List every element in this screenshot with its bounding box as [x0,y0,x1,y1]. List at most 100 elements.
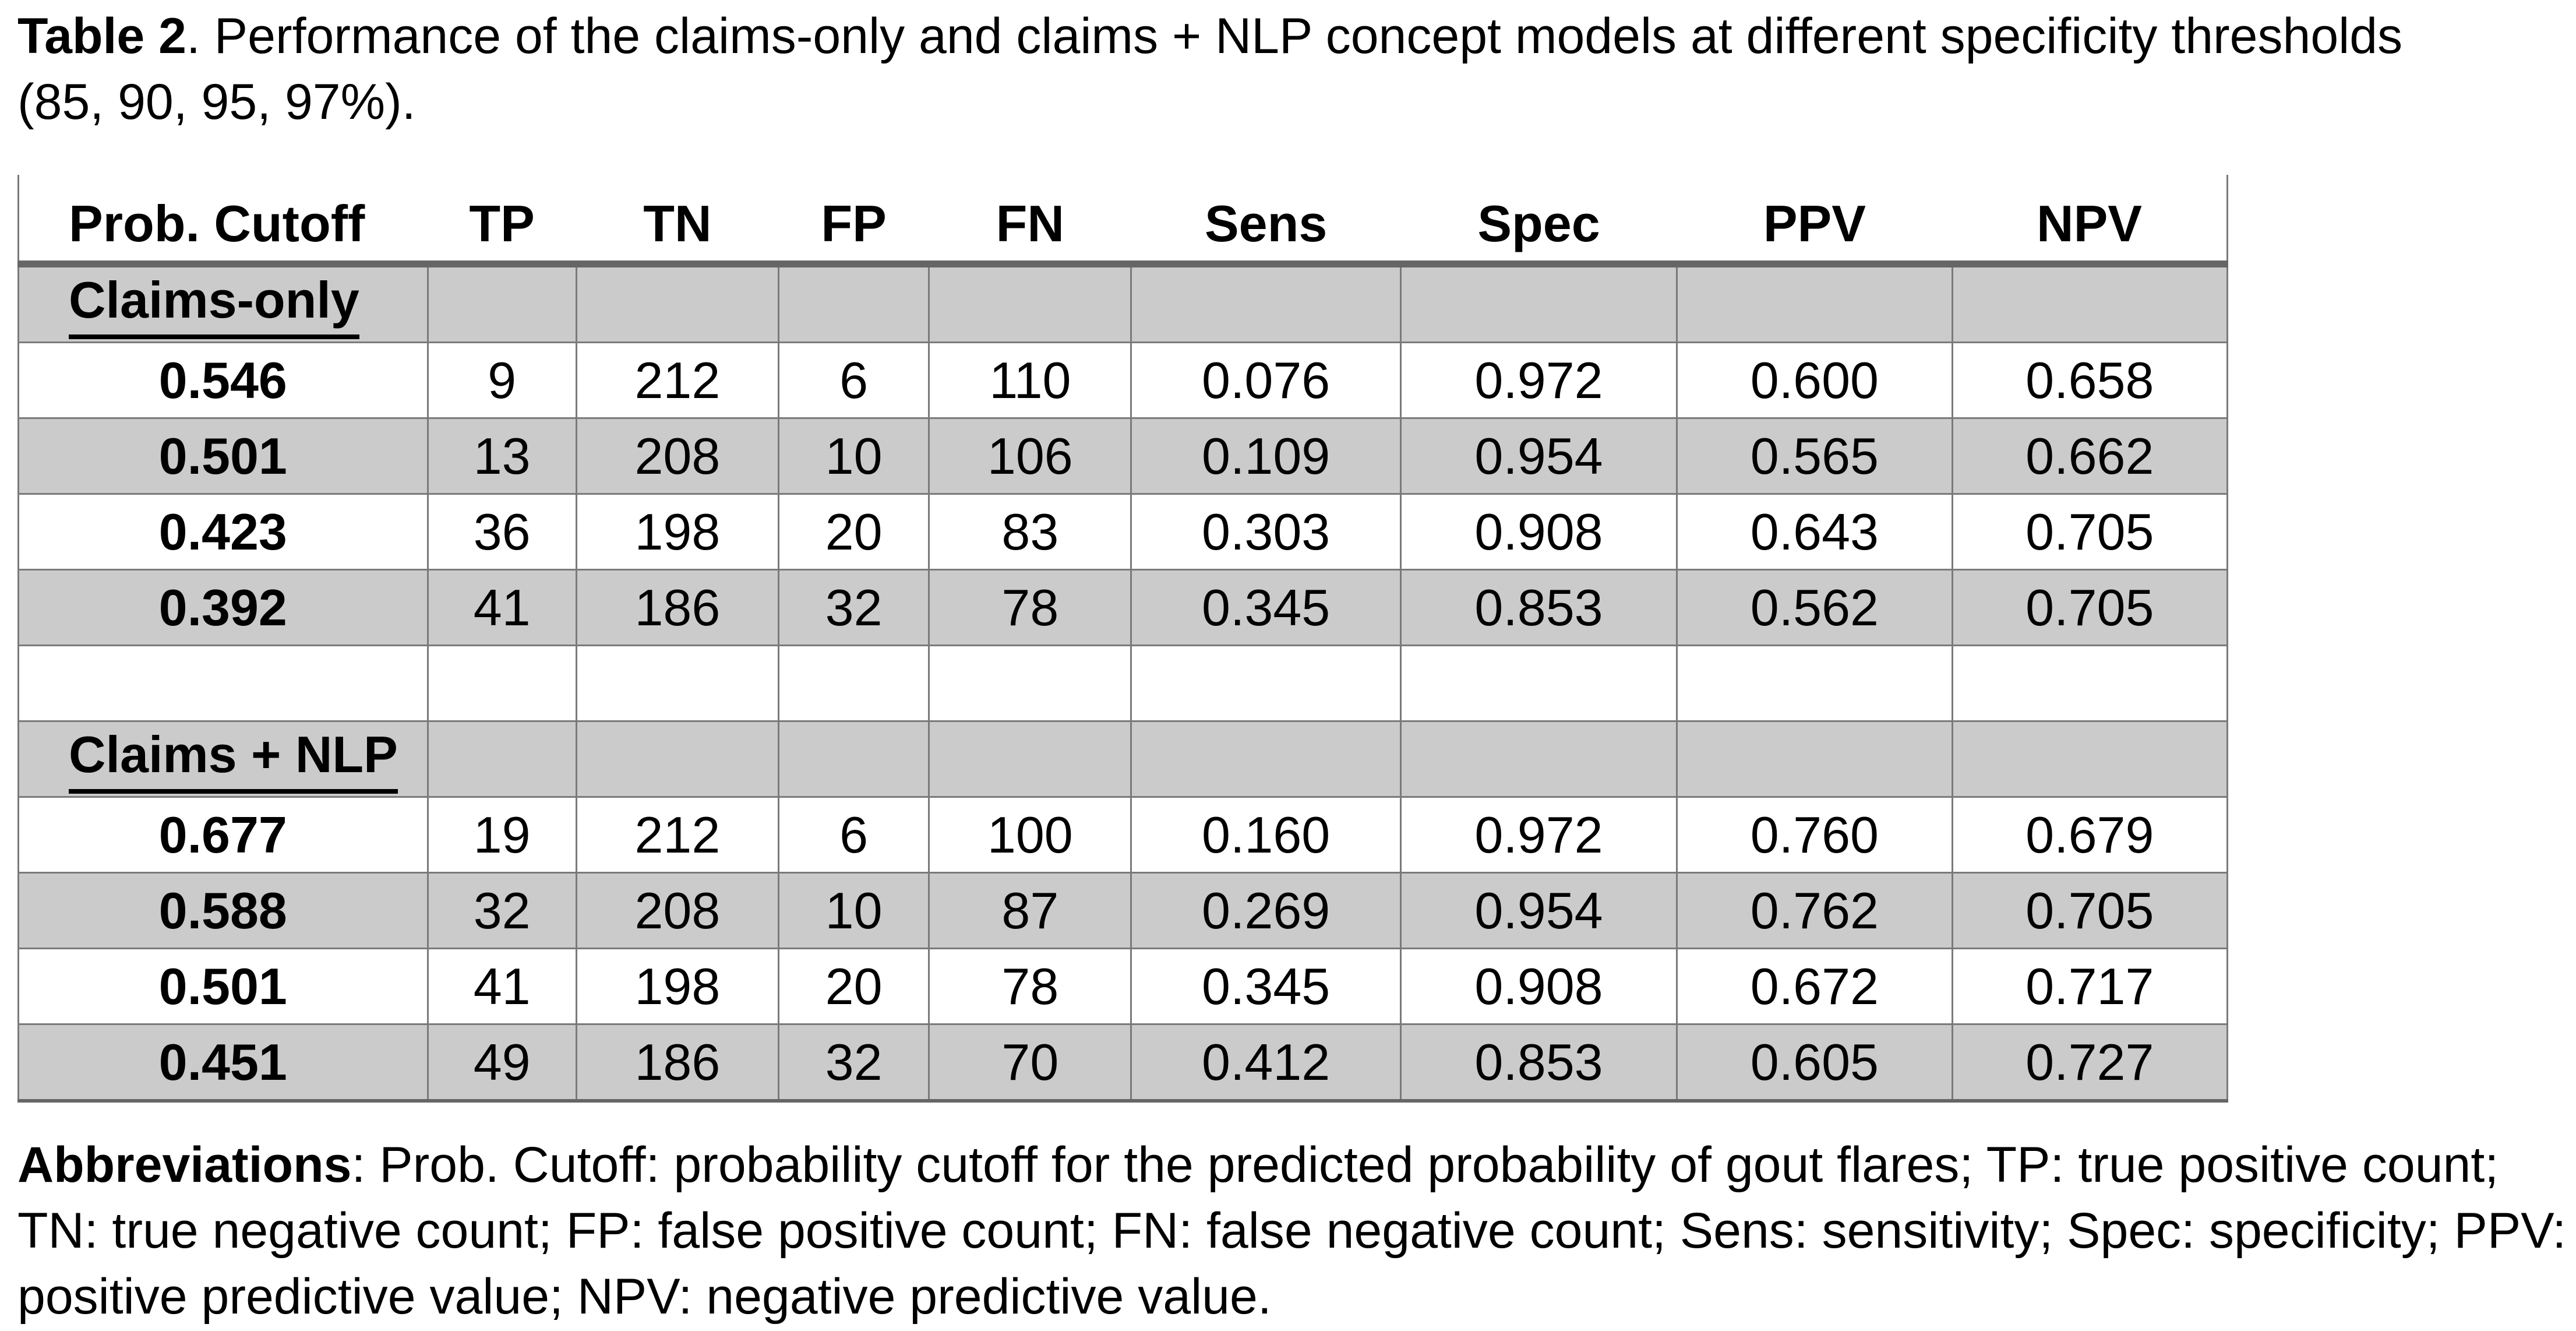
value-cell: 0.972 [1399,796,1678,874]
caption-label: Table 2 [17,8,186,64]
value-cell: 0.562 [1676,569,1953,646]
value-cell: 0.303 [1130,493,1402,571]
value-cell: 10 [777,417,930,495]
abbreviations-label: Abbreviations [17,1137,352,1193]
value-cell: 0.345 [1130,569,1402,646]
table-caption: Table 2. Performance of the claims-only … [17,3,2569,135]
value-cell: 186 [575,1023,780,1102]
section-label-cell: Claims-only [17,263,429,343]
value-cell: 0.853 [1399,1023,1678,1102]
value-cell: 208 [575,872,780,949]
spacer-row [17,645,2229,722]
abbreviations-text: : Prob. Cutoff: probability cutoff for t… [17,1137,2567,1325]
value-cell: 0.412 [1130,1023,1402,1102]
value-cell: 0.954 [1399,417,1678,495]
value-cell: 0.662 [1951,417,2229,495]
empty-cell [928,720,1132,798]
value-cell: 0.705 [1951,569,2229,646]
value-cell: 19 [426,796,577,874]
spacer-cell [17,645,429,722]
value-cell: 20 [777,948,930,1025]
abbreviations: Abbreviations: Prob. Cutoff: probability… [17,1132,2569,1330]
spacer-cell [1676,645,1953,722]
col-header-npv: NPV [1952,175,2228,267]
value-cell: 13 [426,417,577,495]
empty-cell [1676,263,1953,343]
col-header-prob-cutoff: Prob. Cutoff [18,175,428,267]
value-cell: 6 [777,341,930,419]
spacer-cell [1399,645,1678,722]
value-cell: 208 [575,417,780,495]
section-label-claims-nlp: Claims + NLP [69,725,398,794]
performance-table: Prob. Cutoff TP TN FP FN Sens Spec PPV N… [17,175,2229,1103]
value-cell: 198 [575,493,780,571]
value-cell: 0.727 [1951,1023,2229,1102]
empty-cell [575,263,780,343]
cutoff-cell: 0.501 [17,948,429,1025]
value-cell: 110 [928,341,1132,419]
value-cell: 0.345 [1130,948,1402,1025]
data-row: 0.451 49 186 32 70 0.412 0.853 0.605 0.7… [17,1023,2229,1102]
value-cell: 0.643 [1676,493,1953,571]
value-cell: 41 [426,569,577,646]
section-row-claims-nlp: Claims + NLP [17,720,2229,798]
value-cell: 0.853 [1399,569,1678,646]
value-cell: 78 [928,569,1132,646]
value-cell: 0.109 [1130,417,1402,495]
col-header-fn: FN [929,175,1131,267]
value-cell: 0.760 [1676,796,1953,874]
value-cell: 49 [426,1023,577,1102]
value-cell: 32 [777,569,930,646]
value-cell: 0.908 [1399,948,1678,1025]
col-header-tp: TP [428,175,577,267]
value-cell: 0.076 [1130,341,1402,419]
caption-text: . Performance of the claims-only and cla… [186,8,2403,64]
value-cell: 198 [575,948,780,1025]
header-row: Prob. Cutoff TP TN FP FN Sens Spec PPV N… [18,175,2228,267]
value-cell: 0.717 [1951,948,2229,1025]
empty-cell [1399,720,1678,798]
spacer-cell [1130,645,1402,722]
data-row: 0.588 32 208 10 87 0.269 0.954 0.762 0.7… [17,872,2229,949]
value-cell: 0.605 [1676,1023,1953,1102]
data-row: 0.546 9 212 6 110 0.076 0.972 0.600 0.65… [17,341,2229,419]
value-cell: 0.705 [1951,493,2229,571]
spacer-cell [575,645,780,722]
value-cell: 100 [928,796,1132,874]
empty-cell [1676,720,1953,798]
value-cell: 83 [928,493,1132,571]
empty-cell [426,263,577,343]
data-row: 0.501 13 208 10 106 0.109 0.954 0.565 0.… [17,417,2229,495]
empty-cell [777,263,930,343]
value-cell: 78 [928,948,1132,1025]
section-row-claims-only: Claims-only [17,263,2229,343]
empty-cell [1951,720,2229,798]
data-row: 0.423 36 198 20 83 0.303 0.908 0.643 0.7… [17,493,2229,571]
value-cell: 6 [777,796,930,874]
value-cell: 0.269 [1130,872,1402,949]
spacer-cell [777,645,930,722]
value-cell: 0.762 [1676,872,1953,949]
value-cell: 0.705 [1951,872,2229,949]
value-cell: 0.908 [1399,493,1678,571]
data-row: 0.677 19 212 6 100 0.160 0.972 0.760 0.6… [17,796,2229,874]
empty-cell [426,720,577,798]
value-cell: 0.565 [1676,417,1953,495]
value-cell: 10 [777,872,930,949]
cutoff-cell: 0.546 [17,341,429,419]
spacer-cell [928,645,1132,722]
value-cell: 32 [777,1023,930,1102]
value-cell: 0.954 [1399,872,1678,949]
value-cell: 0.972 [1399,341,1678,419]
value-cell: 32 [426,872,577,949]
col-header-tn: TN [576,175,779,267]
value-cell: 0.600 [1676,341,1953,419]
data-row: 0.392 41 186 32 78 0.345 0.853 0.562 0.7… [17,569,2229,646]
value-cell: 9 [426,341,577,419]
col-header-fp: FP [778,175,929,267]
empty-cell [1130,263,1402,343]
caption-line2: (85, 90, 95, 97%). [17,74,416,130]
value-cell: 0.679 [1951,796,2229,874]
value-cell: 70 [928,1023,1132,1102]
